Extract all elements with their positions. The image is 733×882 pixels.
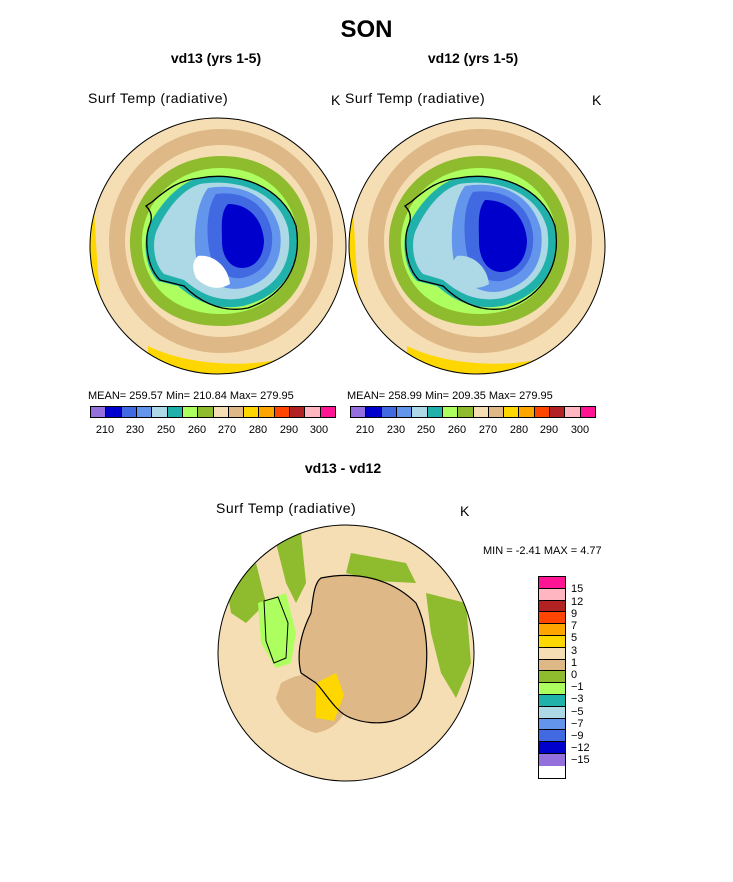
swatch-lightblue xyxy=(412,407,428,417)
swatch-gold xyxy=(244,407,260,417)
swatch-orange xyxy=(259,407,275,417)
swatch-olive xyxy=(198,407,214,417)
panel-2-variable: Surf Temp (radiative) xyxy=(345,90,486,106)
diff-variable: Surf Temp (radiative) xyxy=(216,500,357,516)
panel-2-tick: 210 xyxy=(355,424,375,436)
panel-1-tick: 300 xyxy=(309,424,329,436)
swatch-royal xyxy=(539,730,565,743)
diff-tick: −3 xyxy=(571,693,584,705)
panel-2-map xyxy=(348,117,606,375)
diff-tick: −9 xyxy=(571,730,584,742)
swatch-pink xyxy=(305,407,321,417)
diff-tick: −1 xyxy=(571,681,584,693)
panel-2-tick: 230 xyxy=(386,424,406,436)
diff-tick: −5 xyxy=(571,706,584,718)
panel-2-tick: 250 xyxy=(416,424,436,436)
panel-1-variable: Surf Temp (radiative) xyxy=(88,90,229,106)
panel-1-tick: 280 xyxy=(248,424,268,436)
swatch-wheat xyxy=(473,407,489,417)
diff-tick: 15 xyxy=(571,583,584,595)
swatch-deeppink xyxy=(320,407,335,417)
panel-2-tick: 280 xyxy=(509,424,529,436)
panel-2-tick: 300 xyxy=(570,424,590,436)
swatch-pink xyxy=(565,407,581,417)
panel-1-tick: 210 xyxy=(95,424,115,436)
panel-1-units: K xyxy=(331,92,341,108)
swatch-royal xyxy=(381,407,397,417)
diff-tick: −7 xyxy=(571,718,584,730)
diff-tick: 5 xyxy=(571,632,578,644)
swatch-purple xyxy=(91,407,107,417)
swatch-teal xyxy=(167,407,183,417)
panel-1-tick: 250 xyxy=(156,424,176,436)
swatch-purple xyxy=(539,753,565,766)
diff-title: vd13 - vd12 xyxy=(304,460,382,476)
swatch-pink xyxy=(539,588,565,601)
diff-tick: 12 xyxy=(571,596,584,608)
diff-tick: 7 xyxy=(571,620,578,632)
swatch-orangered xyxy=(534,407,551,417)
swatch-tan xyxy=(228,407,245,417)
panel-1-stats: MEAN= 259.57 Min= 210.84 Max= 279.95 xyxy=(88,390,294,402)
swatch-teal xyxy=(539,694,565,707)
swatch-orangered xyxy=(274,407,291,417)
diff-tick: 3 xyxy=(571,645,578,657)
diff-tick: 0 xyxy=(571,669,578,681)
panel-1-tick: 260 xyxy=(187,424,207,436)
diff-tick: 9 xyxy=(571,608,578,620)
diff-tick: −12 xyxy=(571,742,590,754)
swatch-purple xyxy=(351,407,367,417)
main-title: SON xyxy=(340,16,393,43)
swatch-cornflower xyxy=(396,407,413,417)
diff-units: K xyxy=(460,503,470,519)
panel-2-tick: 270 xyxy=(478,424,498,436)
swatch-lightgreen xyxy=(442,407,459,417)
panel-1-colorbar xyxy=(90,406,336,418)
swatch-olive xyxy=(458,407,474,417)
swatch-lightgreen xyxy=(182,407,199,417)
swatch-orange xyxy=(519,407,535,417)
panel-2-stats: MEAN= 258.99 Min= 209.35 Max= 279.95 xyxy=(347,390,553,402)
swatch-olive xyxy=(539,671,565,684)
swatch-navy xyxy=(106,407,122,417)
diff-map xyxy=(217,524,475,782)
swatch-tan xyxy=(539,659,565,672)
swatch-tan xyxy=(488,407,505,417)
swatch-cornflower xyxy=(136,407,153,417)
swatch-lightblue xyxy=(152,407,168,417)
swatch-lightgreen xyxy=(539,683,565,695)
swatch-gold xyxy=(539,635,565,648)
swatch-gold xyxy=(504,407,520,417)
swatch-lightblue xyxy=(539,706,565,719)
swatch-orange xyxy=(539,624,565,636)
diff-colorbar xyxy=(538,576,566,779)
swatch-firebrick xyxy=(290,407,306,417)
swatch-teal xyxy=(427,407,443,417)
panel-2-tick: 290 xyxy=(539,424,559,436)
swatch-firebrick xyxy=(539,600,565,613)
panel-1-map xyxy=(89,117,347,375)
panel-1-tick: 230 xyxy=(125,424,145,436)
panel-1-tick: 290 xyxy=(279,424,299,436)
panel-1-title: vd13 (yrs 1-5) xyxy=(170,50,262,66)
swatch-navy xyxy=(539,742,565,754)
swatch-orangered xyxy=(539,612,565,625)
panel-1-tick: 270 xyxy=(217,424,237,436)
swatch-deeppink xyxy=(580,407,595,417)
diff-stats: MIN = -2.41 MAX = 4.77 xyxy=(483,545,602,557)
panel-2-tick: 260 xyxy=(447,424,467,436)
swatch-royal xyxy=(121,407,137,417)
swatch-deeppink xyxy=(539,577,565,589)
diff-tick: 1 xyxy=(571,657,578,669)
swatch-wheat xyxy=(213,407,229,417)
swatch-navy xyxy=(366,407,382,417)
panel-2-units: K xyxy=(592,92,602,108)
swatch-cornflower xyxy=(539,718,565,731)
panel-2-colorbar xyxy=(350,406,596,418)
diff-tick: −15 xyxy=(571,754,590,766)
panel-2-title: vd12 (yrs 1-5) xyxy=(427,50,519,66)
swatch-firebrick xyxy=(550,407,566,417)
swatch-wheat xyxy=(539,647,565,660)
